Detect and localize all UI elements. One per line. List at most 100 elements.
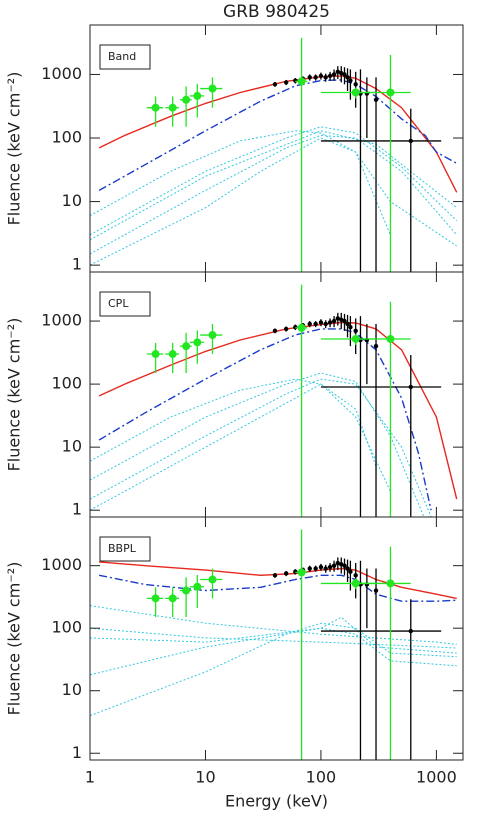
y-tick-label: 1000 (41, 555, 82, 574)
data-point (297, 77, 306, 86)
y-tick-label: 1 (72, 255, 82, 274)
data-point (342, 72, 347, 77)
data-point (313, 321, 318, 327)
data-point (168, 594, 177, 603)
panel-label: BBPL (108, 542, 137, 555)
data-point (348, 324, 353, 330)
x-tick-label: 1000 (416, 768, 457, 787)
data-point (208, 575, 217, 584)
data-point (373, 343, 379, 349)
dotted-line (90, 622, 457, 717)
data-point (307, 75, 312, 80)
panel-label: CPL (108, 297, 129, 310)
y-axis-label: Fluence (keV cm⁻²) (5, 562, 24, 716)
y-tick-label: 1000 (41, 311, 82, 330)
y-tick-label: 10 (62, 191, 82, 210)
data-point (323, 566, 328, 571)
solid-line (99, 561, 457, 600)
data-point (283, 80, 289, 85)
data-point (318, 73, 324, 79)
x-tick-label: 100 (306, 768, 337, 787)
panel-label-box (99, 291, 151, 317)
dotted-line (90, 372, 425, 517)
data-point (208, 331, 217, 340)
data-point (327, 320, 333, 325)
data-point (193, 582, 202, 591)
dotted-line (90, 627, 457, 649)
data-point (182, 342, 191, 351)
data-point (272, 328, 278, 334)
data-point (342, 318, 347, 324)
y-axis-label: Fluence (keV cm⁻²) (5, 72, 24, 226)
y-tick-label: 100 (51, 128, 82, 147)
dotted-line (90, 137, 391, 266)
data-point (342, 563, 347, 568)
plot-frame (89, 516, 464, 761)
dotted-line (90, 383, 377, 511)
dotted-line (90, 130, 457, 247)
dotted-line (90, 134, 458, 255)
plot-area (90, 529, 457, 760)
data-point (151, 594, 160, 603)
panel-label: Band (108, 50, 136, 63)
plot-area (90, 37, 458, 272)
y-tick-label: 100 (51, 618, 82, 637)
data-point (331, 72, 337, 77)
x-tick-label: 10 (195, 768, 215, 787)
y-tick-label: 1 (72, 500, 82, 519)
data-point (318, 564, 324, 570)
data-point (327, 564, 333, 570)
y-tick-label: 1 (72, 743, 82, 762)
y-tick-label: 10 (62, 680, 82, 699)
data-point (293, 78, 298, 83)
chart-title: GRB 980425 (223, 2, 330, 22)
panel-label-box (99, 536, 151, 562)
data-point (335, 69, 341, 75)
y-tick-label: 1000 (41, 64, 82, 83)
data-point (408, 384, 413, 390)
data-point (193, 338, 202, 347)
dotted-line (90, 627, 457, 676)
data-point (335, 316, 341, 321)
data-point (408, 138, 413, 144)
data-point (323, 321, 328, 327)
dotted-line (90, 378, 391, 492)
dashdot-line (98, 79, 458, 192)
data-point (353, 82, 358, 87)
dotted-line (90, 605, 457, 645)
data-point (345, 566, 350, 571)
data-point (373, 588, 379, 593)
x-tick-label: 1 (85, 768, 95, 787)
data-point (386, 88, 395, 97)
data-point (345, 321, 350, 327)
data-point (335, 560, 341, 566)
data-point (408, 628, 413, 634)
dotted-line (90, 130, 458, 241)
dotted-line (90, 126, 458, 236)
data-point (168, 103, 177, 112)
y-axis-label: Fluence (keV cm⁻²) (5, 318, 24, 472)
data-point (348, 78, 353, 83)
data-point (307, 566, 312, 571)
dotted-line (90, 616, 457, 654)
data-point (151, 350, 160, 359)
data-point (313, 566, 318, 571)
data-point (313, 75, 318, 80)
y-tick-label: 100 (51, 374, 82, 393)
data-point (373, 97, 379, 102)
panel-label-box (99, 44, 151, 70)
data-point (151, 103, 160, 112)
data-point (297, 568, 306, 577)
data-point (331, 563, 337, 568)
data-point (345, 75, 350, 80)
y-tick-label: 10 (62, 437, 82, 456)
data-point (353, 573, 358, 578)
data-point (348, 569, 353, 574)
data-point (318, 320, 324, 325)
data-point (353, 328, 358, 334)
plot-area (90, 284, 458, 517)
data-point (323, 75, 328, 80)
solid-line (98, 321, 458, 500)
data-point (168, 350, 177, 359)
